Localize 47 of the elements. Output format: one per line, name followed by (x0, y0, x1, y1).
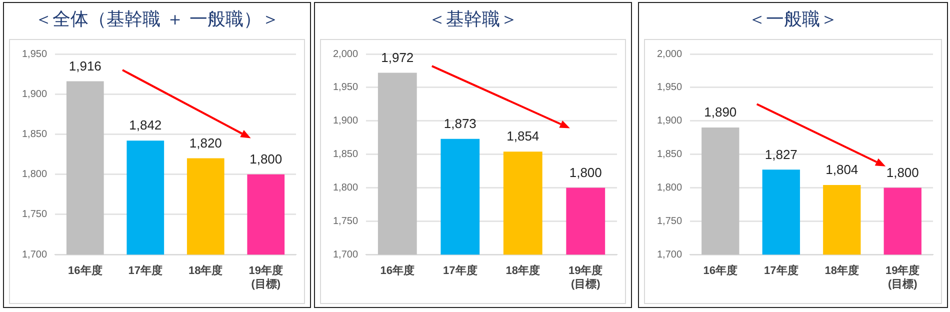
data-label: 1,854 (506, 128, 540, 144)
y-tick-label: 1,750 (656, 216, 682, 227)
y-tick-label: 1,800 (656, 182, 682, 194)
data-label: 1,873 (444, 116, 476, 131)
y-tick-label: 1,800 (22, 169, 48, 180)
chart-title: ＜一般職＞ (747, 8, 839, 32)
data-label: 1,800 (250, 151, 282, 166)
data-label: 1,800 (886, 164, 919, 180)
y-tick-label: 1,800 (332, 182, 358, 194)
chart-title: ＜基幹職＞ (427, 8, 519, 32)
x-tick-label: 19年度 (目標) (248, 264, 284, 290)
x-tick-label: 17年度 (443, 264, 478, 278)
data-label: 1,890 (704, 104, 737, 120)
y-tick-label: 1,700 (656, 249, 682, 260)
x-tick-label: 16年度 (380, 264, 415, 278)
data-label: 1,842 (129, 118, 162, 133)
y-tick-label: 1,900 (22, 88, 48, 100)
y-tick-label: 2,000 (656, 48, 682, 60)
data-label: 1,827 (764, 146, 798, 162)
x-tick-label: 18年度 (188, 264, 223, 278)
x-tick-label: 16年度 (703, 264, 738, 278)
y-tick-label: 1,950 (332, 82, 358, 94)
y-tick-label: 1,950 (656, 82, 682, 94)
x-tick-label: 18年度 (506, 264, 540, 278)
y-tick-label: 2,000 (332, 48, 358, 60)
x-tick-label: 16年度 (68, 264, 102, 278)
y-tick-label: 1,900 (332, 116, 358, 127)
x-tick-label: 18年度 (824, 264, 860, 278)
data-label: 1,972 (381, 50, 414, 65)
x-tick-label: 17年度 (764, 264, 798, 278)
y-tick-label: 1,700 (22, 249, 48, 260)
y-tick-label: 1,950 (22, 48, 48, 60)
data-label: 1,804 (826, 162, 858, 178)
y-tick-label: 1,750 (22, 209, 48, 220)
data-label: 1,820 (189, 135, 222, 150)
y-tick-label: 1,900 (656, 116, 682, 127)
y-tick-label: 1,700 (332, 249, 358, 260)
y-tick-label: 1,850 (22, 128, 48, 140)
chart-title: ＜全体（基幹職 ＋ 一般職）＞ (33, 8, 281, 32)
x-tick-label: 19年度 (目標) (568, 264, 603, 290)
x-tick-label: 17年度 (128, 264, 163, 278)
y-tick-label: 1,850 (656, 149, 682, 160)
x-tick-label: 19年度 (目標) (886, 264, 920, 290)
y-tick-label: 1,750 (332, 216, 358, 227)
data-label: 1,800 (569, 164, 602, 180)
y-tick-label: 1,850 (332, 149, 358, 160)
data-label: 1,916 (68, 58, 102, 74)
